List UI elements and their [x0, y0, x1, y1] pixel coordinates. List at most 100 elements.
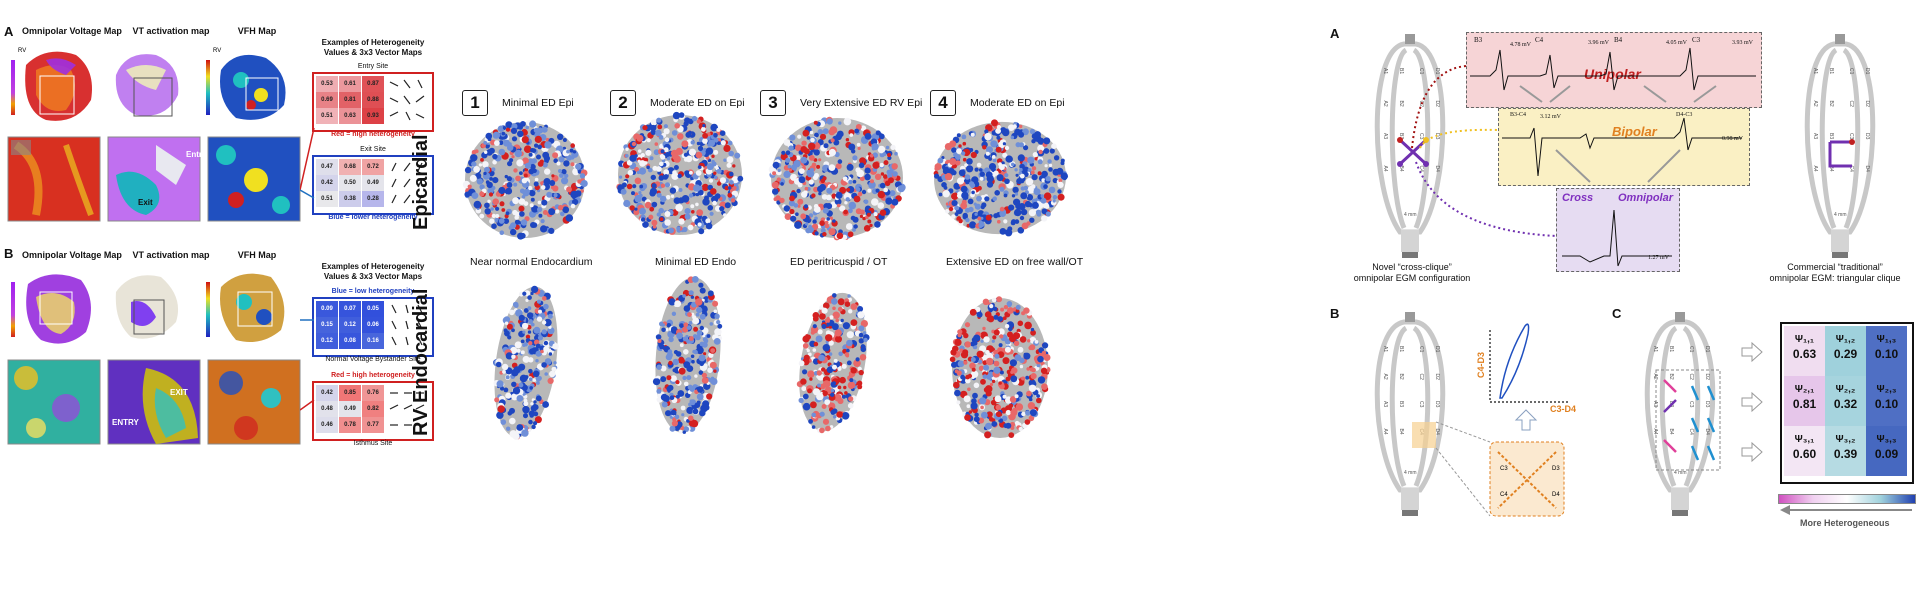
hetero-value-cell: 0.15: [316, 317, 338, 333]
row-b-zoom-maps: [7, 359, 301, 445]
blue-caption-b: Blue = low heterogeneity: [331, 288, 415, 295]
electrode-label: D4: [1434, 429, 1440, 436]
endo-map-label-4: Extensive ED on free wall/OT: [946, 256, 1084, 268]
omni-mv: 1.27 mV: [1648, 255, 1669, 261]
exit-tag-b: EXIT: [170, 388, 188, 397]
electrode-label: B2: [1398, 101, 1404, 107]
rv-tag-2: RV: [213, 48, 221, 54]
map-number-4: 4: [930, 90, 956, 116]
bipolar-box: [1498, 108, 1750, 186]
vt-activation-map-title-a: VT activation map: [132, 26, 210, 36]
electrode-label: A1: [1382, 68, 1388, 74]
endo-map-2: [652, 276, 723, 434]
hetero-value-cell: 0.49: [362, 175, 384, 191]
hetero-value-cell: 0.88: [362, 92, 384, 108]
cross-label: Cross: [1562, 192, 1594, 204]
epi-map-label-2: Moderate ED on Epi: [650, 97, 745, 109]
bi-ch-1: B3-C4: [1510, 112, 1527, 118]
heatmap-value: 0.29: [1833, 347, 1858, 361]
heatmap-symbol: Ψ₃,₂: [1835, 434, 1856, 445]
electrode-label: D2: [1704, 374, 1710, 381]
hetero-value-cell: 0.07: [339, 301, 361, 317]
endo-map-1: [493, 285, 559, 440]
electrode-label: A1: [1382, 346, 1388, 352]
hetero-value-cell: 0.47: [316, 159, 338, 175]
electrode-label: A4: [1382, 429, 1388, 435]
hetero-value-cell: 0.81: [339, 92, 361, 108]
heatmap-cell: Ψ₃,₁ 0.60: [1784, 426, 1825, 476]
hetero-value-cell: 0.68: [339, 159, 361, 175]
map-number-2: 2: [610, 90, 636, 116]
heatmap-symbol: Ψ₁,₂: [1835, 334, 1856, 345]
hetero-value-cell: 0.87: [362, 76, 384, 92]
hetero-value-cell: 0.05: [362, 301, 384, 317]
cross-electrode-label: D3: [1552, 466, 1560, 472]
uni-ch-c3: C3: [1692, 36, 1701, 44]
panel-c-arrows: [1741, 341, 1763, 463]
bystander-vector-map: [391, 304, 423, 346]
electrode-label: C2: [1418, 374, 1424, 381]
uni-ch-c4: C4: [1535, 36, 1544, 44]
heatmap-cell: Ψ₂,₃ 0.10: [1866, 376, 1907, 426]
bi-mv-2: 0.98 mV: [1722, 136, 1743, 142]
electrode-label: D1: [1434, 68, 1440, 75]
entry-tag-b: ENTRY: [112, 418, 139, 427]
heatmap-cell: Ψ₁,₃ 0.10: [1866, 326, 1907, 376]
omnipolar-label: Omnipolar: [1618, 192, 1674, 204]
cross-electrode-label: D4: [1552, 492, 1560, 498]
exit-tag-a: Exit: [138, 198, 153, 207]
hetero-value-cell: 0.69: [316, 92, 338, 108]
isthmus-vector-map: [389, 392, 425, 426]
heatmap-value: 0.39: [1833, 447, 1858, 461]
epi-map-2: [616, 111, 744, 235]
electrode-label: C4: [1848, 166, 1854, 173]
heatmap-symbol: Ψ₃,₁: [1794, 434, 1815, 445]
red-caption-b: Red = high heterogeneity: [331, 372, 415, 379]
heterogeneity-colorbar: [1778, 494, 1916, 504]
hetero-value-cell: 0.72: [362, 159, 384, 175]
endo-map-label-2: Minimal ED Endo: [655, 256, 737, 268]
electrode-label: C1: [1848, 68, 1854, 75]
electrode-label: A2: [1382, 374, 1388, 380]
row-a-overview-maps: RV RV: [11, 48, 286, 121]
vfh-map-title-b: VFH Map: [237, 250, 277, 260]
axis-y-label: C4-D3: [1476, 351, 1486, 378]
heatmap-value: 0.63: [1792, 347, 1817, 361]
hetero-value-cell: 0.82: [362, 401, 384, 417]
panel-b-loop-plot: C3 D3 C4 D4: [1435, 323, 1570, 517]
panel-label-a: A: [4, 24, 14, 39]
electrode-label: B3: [1828, 133, 1834, 139]
spacing-label: 4 mm: [1674, 470, 1687, 476]
electrode-label: B1: [1398, 68, 1404, 74]
commercial-caption-2: omnipolar EGM: triangular clique: [1769, 273, 1901, 283]
electrode-label: B3: [1398, 401, 1404, 407]
electrode-label: D2: [1434, 101, 1440, 108]
electrode-label: C3: [1418, 401, 1424, 408]
electrode-label: C2: [1418, 101, 1424, 108]
electrode-label: B4: [1398, 429, 1404, 435]
hetero-value-cell: 0.61: [339, 76, 361, 92]
electrode-label: C1: [1418, 346, 1424, 353]
heatmap-symbol: Ψ₂,₁: [1794, 384, 1815, 395]
hetero-value-cell: 0.12: [316, 333, 338, 349]
electrode-label: B4: [1398, 166, 1404, 172]
electrode-label: B1: [1668, 346, 1674, 352]
cross-omnipolar-box: [1556, 188, 1680, 272]
heatmap-value: 0.81: [1792, 397, 1817, 411]
electrode-label: A4: [1652, 429, 1658, 435]
right-panel-label-c: C: [1612, 306, 1622, 321]
heatmap-cell: Ψ₁,₁ 0.63: [1784, 326, 1825, 376]
isthmus-site-label: Isthmus Site: [353, 440, 393, 447]
electrode-label: B2: [1398, 374, 1404, 380]
hetero-value-cell: 0.77: [362, 417, 384, 433]
uni-mv-4: 3.93 mV: [1732, 40, 1753, 46]
examples-title-b: Examples of Heterogeneity Values & 3x3 V…: [321, 262, 425, 281]
electrode-label: A4: [1382, 166, 1388, 172]
spacing-label: 4 mm: [1404, 212, 1417, 218]
electrode-label: A2: [1812, 101, 1818, 107]
novel-caption-2: omnipolar EGM configuration: [1353, 273, 1471, 283]
hetero-value-cell: 0.38: [339, 191, 361, 207]
